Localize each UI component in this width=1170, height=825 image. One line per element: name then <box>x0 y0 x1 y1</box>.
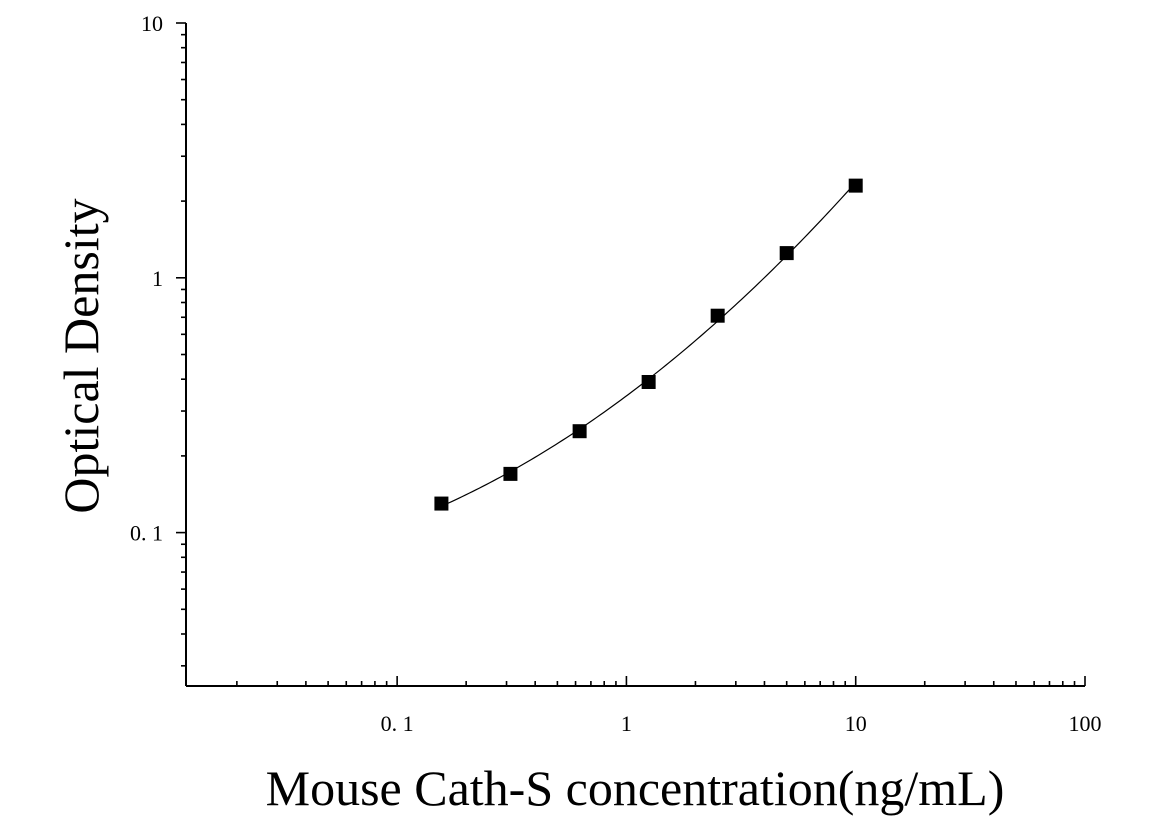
y-tick-label: 0. 1 <box>130 521 163 546</box>
y-axis-title: Optical Density <box>53 198 109 513</box>
x-axis-title: Mouse Cath-S concentration(ng/mL) <box>266 760 1005 816</box>
x-tick-label: 100 <box>1069 711 1102 736</box>
data-point <box>572 424 587 439</box>
y-tick-label: 1 <box>152 266 163 291</box>
x-tick-label: 10 <box>845 711 867 736</box>
x-axis-tick-labels: 0. 1 1 10 100 <box>381 711 1102 736</box>
data-point <box>641 374 656 389</box>
data-point <box>848 178 863 193</box>
data-point <box>779 246 794 261</box>
y-axis-ticks <box>176 22 186 667</box>
x-axis-ticks <box>236 676 1086 686</box>
y-axis-tick-labels: 0. 1 1 10 <box>130 11 163 546</box>
x-tick-label: 0. 1 <box>381 711 414 736</box>
data-point <box>434 496 449 511</box>
x-tick-label: 1 <box>621 711 632 736</box>
data-point <box>503 466 518 481</box>
data-point <box>710 308 725 323</box>
y-tick-label: 10 <box>141 11 163 36</box>
data-points <box>434 178 863 511</box>
axes <box>185 23 1085 687</box>
fitted-curve <box>441 182 857 507</box>
